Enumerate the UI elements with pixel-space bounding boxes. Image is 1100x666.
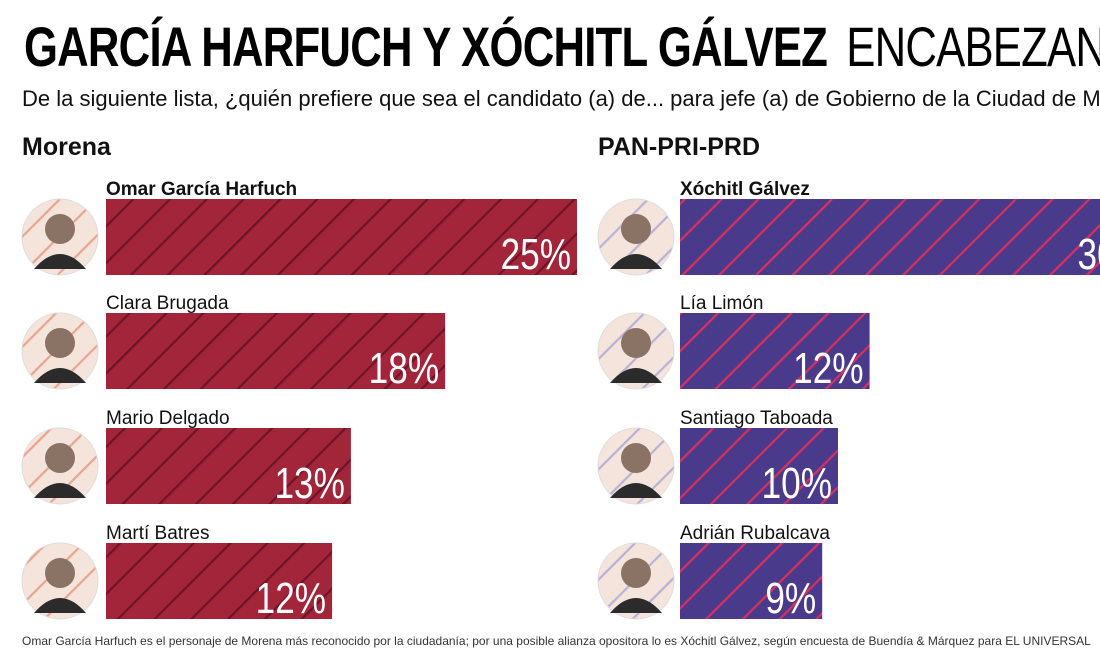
bar [680, 428, 838, 504]
bar [680, 543, 823, 619]
photo-body [34, 598, 86, 613]
photo-body [610, 254, 662, 269]
photo-body [34, 483, 86, 498]
value-label: 18% [369, 344, 439, 393]
bar [680, 313, 870, 389]
footer-note: Omar García Harfuch es el personaje de M… [22, 634, 1091, 648]
bar [106, 543, 333, 619]
chart-title: Morena [22, 133, 112, 161]
value-label: 12% [256, 574, 326, 623]
value-label: 13% [274, 459, 344, 508]
value-label: 25% [501, 230, 571, 279]
title-light: ENCABEZAN PARA LA CDMX [846, 16, 1100, 78]
bar [680, 199, 1100, 275]
photo-body [34, 254, 86, 269]
photo-body [610, 598, 662, 613]
value-label: 10% [762, 459, 832, 508]
photo-body [610, 483, 662, 498]
candidate-name: Lía Limón [680, 293, 763, 314]
bar [106, 428, 351, 504]
bar [106, 199, 577, 275]
photo-head [621, 558, 651, 588]
photo-body [34, 368, 86, 383]
candidate-name: Clara Brugada [106, 293, 229, 314]
bar [106, 313, 446, 389]
chart-title: PAN-PRI-PRD [598, 133, 760, 161]
photo-head [45, 443, 75, 473]
candidate-name: Mario Delgado [106, 408, 230, 429]
candidate-name: Omar García Harfuch [106, 179, 297, 200]
photo-head [621, 214, 651, 244]
candidate-name: Xóchitl Gálvez [680, 179, 810, 200]
title: GARCÍA HARFUCH Y XÓCHITL GÁLVEZ ENCABEZA… [24, 16, 1100, 78]
candidate-name: Adrián Rubalcava [680, 523, 830, 544]
candidate-name: Santiago Taboada [680, 408, 833, 429]
photo-head [45, 558, 75, 588]
value-label: 12% [793, 344, 863, 393]
value-label: 30% [1078, 230, 1100, 279]
value-label: 9% [765, 574, 816, 623]
title-bold: GARCÍA HARFUCH Y XÓCHITL GÁLVEZ [24, 16, 827, 78]
photo-head [45, 214, 75, 244]
photo-head [621, 443, 651, 473]
subtitle: De la siguiente lista, ¿quién prefiere q… [22, 86, 1100, 111]
candidate-name: Martí Batres [106, 523, 209, 544]
photo-body [610, 368, 662, 383]
photo-head [621, 328, 651, 358]
photo-head [45, 328, 75, 358]
